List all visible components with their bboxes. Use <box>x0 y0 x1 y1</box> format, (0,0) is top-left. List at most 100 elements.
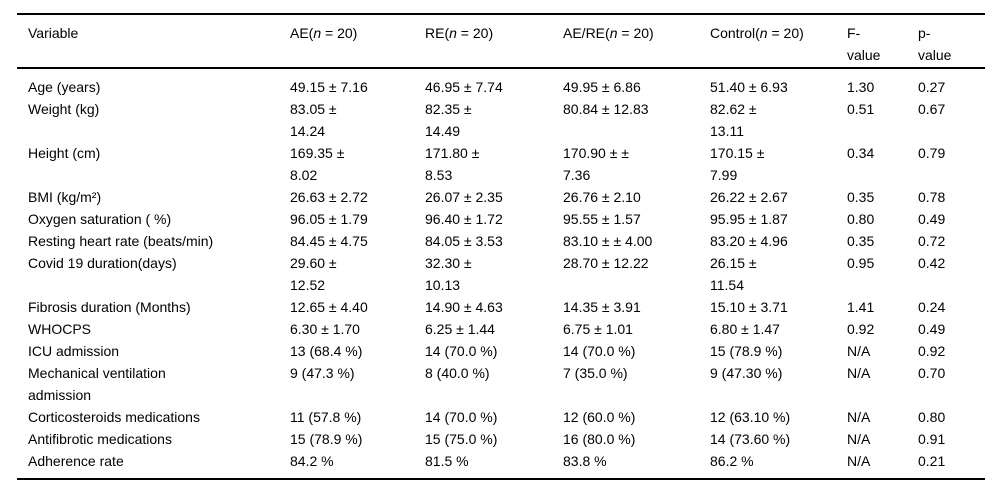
value-cell: 15 (78.9 %) <box>710 343 783 359</box>
value-cell: 28.70 ± 12.22 <box>563 255 649 271</box>
variable-cell: Weight (kg) <box>28 101 100 117</box>
column-header-label-suffix: = 20) <box>456 25 494 41</box>
value-cell: 51.40 ± 6.93 <box>710 79 788 95</box>
column-header-label: AE/RE( <box>563 25 610 41</box>
value-cell: 12.65 ± 4.40 <box>290 299 368 315</box>
value-cell: 14 (73.60 %) <box>710 431 791 447</box>
value-cell: 0.49 <box>918 321 946 337</box>
column-header-re: RE(n = 20) <box>425 14 563 69</box>
column-header-p-value: p- value <box>918 14 985 69</box>
value-cell: 15 (78.9 %) <box>290 431 363 447</box>
value-cell: 15.10 ± 3.71 <box>710 299 788 315</box>
value-cell: 0.24 <box>918 299 946 315</box>
value-cell: 15 (75.0 %) <box>425 431 498 447</box>
value-cell: 0.49 <box>918 211 946 227</box>
n-symbol: n <box>449 25 457 41</box>
table-row: BMI (kg/m²) 26.63 ± 2.72 26.07 ± 2.35 26.76… <box>17 186 985 208</box>
value-cell: N/A <box>847 453 871 469</box>
variable-cell: ICU admission <box>28 343 120 359</box>
value-cell: 49.15 ± 7.16 <box>290 79 368 95</box>
value-cell: 80.84 ± 12.83 <box>563 101 649 117</box>
value-cell: 0.42 <box>918 255 946 271</box>
table-body: Age (years) 49.15 ± 7.16 46.95 ± 7.74 49.95… <box>17 68 985 479</box>
table-row: Weight (kg) 83.05 ± 14.24 82.35 ± 14.49 80.… <box>17 98 985 142</box>
n-symbol: n <box>609 25 618 41</box>
value-cell: 0.51 <box>847 101 875 117</box>
variable-cell: Adherence rate <box>28 453 124 469</box>
value-cell: 0.35 <box>847 189 875 205</box>
value-cell: 0.78 <box>918 189 946 205</box>
table-row: ICU admission 13 (68.4 %) 14 (70.0 %) 14 (7… <box>17 340 985 362</box>
variable-cell: Age (years) <box>28 79 101 95</box>
value-cell: 169.35 ± 8.02 <box>290 145 345 183</box>
value-cell: 8 (40.0 %) <box>425 365 490 381</box>
value-cell: 26.63 ± 2.72 <box>290 189 368 205</box>
table-row: Height (cm) 169.35 ± 8.02 171.80 ± 8.53 170… <box>17 142 985 186</box>
value-cell: 0.67 <box>918 101 946 117</box>
value-cell: N/A <box>847 365 871 381</box>
value-cell: 83.05 ± 14.24 <box>290 101 337 139</box>
variable-cell: WHOCPS <box>28 321 91 337</box>
value-cell: 83.8 % <box>563 453 607 469</box>
value-cell: 14.90 ± 4.63 <box>425 299 503 315</box>
value-cell: 81.5 % <box>425 453 469 469</box>
value-cell: 0.80 <box>918 409 946 425</box>
value-cell: 26.22 ± 2.67 <box>710 189 788 205</box>
table-row: Mechanical ventilation admission 9 (47.3 … <box>17 362 985 406</box>
column-header-label: F- value <box>847 25 881 63</box>
value-cell: 14 (70.0 %) <box>563 343 636 359</box>
value-cell: 84.45 ± 4.75 <box>290 233 368 249</box>
value-cell: 26.07 ± 2.35 <box>425 189 503 205</box>
value-cell: 1.30 <box>847 79 875 95</box>
value-cell: 9 (47.3 %) <box>290 365 355 381</box>
value-cell: 0.72 <box>918 233 946 249</box>
value-cell: 96.40 ± 1.72 <box>425 211 503 227</box>
value-cell: 96.05 ± 1.79 <box>290 211 368 227</box>
value-cell: 84.2 % <box>290 453 334 469</box>
value-cell: 171.80 ± 8.53 <box>425 145 480 183</box>
value-cell: 11 (57.8 %) <box>290 409 362 425</box>
n-symbol: n <box>313 25 322 41</box>
value-cell: N/A <box>847 409 871 425</box>
table-header: Variable AE(n = 20) RE(n = 20) AE/RE(n =… <box>17 14 985 69</box>
value-cell: 9 (47.30 %) <box>710 365 783 381</box>
value-cell: 95.55 ± 1.57 <box>563 211 641 227</box>
value-cell: 46.95 ± 7.74 <box>425 79 503 95</box>
value-cell: 0.27 <box>918 79 946 95</box>
column-header-ae: AE(n = 20) <box>290 14 425 69</box>
value-cell: 82.35 ± 14.49 <box>425 101 472 139</box>
variable-cell: Mechanical ventilation admission <box>28 365 166 403</box>
column-header-label-suffix: = 20) <box>617 25 654 41</box>
value-cell: 0.21 <box>918 453 946 469</box>
value-cell: 84.05 ± 3.53 <box>425 233 503 249</box>
baseline-characteristics-table: Variable AE(n = 20) RE(n = 20) AE/RE(n =… <box>17 13 985 480</box>
value-cell: 83.20 ± 4.96 <box>710 233 788 249</box>
column-header-f-value: F- value <box>847 14 918 69</box>
value-cell: 95.95 ± 1.87 <box>710 211 788 227</box>
value-cell: 82.62 ± 13.11 <box>710 101 757 139</box>
column-header-label: Variable <box>28 25 79 41</box>
column-header-variable: Variable <box>17 14 290 69</box>
value-cell: 0.95 <box>847 255 875 271</box>
table-row: Age (years) 49.15 ± 7.16 46.95 ± 7.74 49.95… <box>17 68 985 98</box>
value-cell: 1.41 <box>847 299 875 315</box>
value-cell: 0.91 <box>918 431 946 447</box>
value-cell: 26.76 ± 2.10 <box>563 189 641 205</box>
column-header-label-suffix: = 20) <box>767 25 804 41</box>
value-cell: 14 (70.0 %) <box>425 343 498 359</box>
value-cell: 29.60 ± 12.52 <box>290 255 337 293</box>
table-row: Oxygen saturation ( %) 96.05 ± 1.79 96.40 … <box>17 208 985 230</box>
value-cell: 0.70 <box>918 365 946 381</box>
value-cell: 12 (63.10 %) <box>710 409 791 425</box>
table-row: Corticosteroids medications 11 (57.8 %) 14… <box>17 406 985 428</box>
value-cell: 12 (60.0 %) <box>563 409 636 425</box>
column-header-aere: AE/RE(n = 20) <box>563 14 710 69</box>
table-row: Fibrosis duration (Months) 12.65 ± 4.40 14… <box>17 296 985 318</box>
n-symbol: n <box>759 25 768 41</box>
table-row: WHOCPS 6.30 ± 1.70 6.25 ± 1.44 6.75 ± 1.01 6… <box>17 318 985 340</box>
table-row: Adherence rate 84.2 % 81.5 % 83.8 % 86.2 % N/… <box>17 450 985 479</box>
value-cell: 49.95 ± 6.86 <box>563 79 641 95</box>
value-cell: 0.34 <box>847 145 875 161</box>
variable-cell: Corticosteroids medications <box>28 409 200 425</box>
value-cell: 6.75 ± 1.01 <box>563 321 633 337</box>
